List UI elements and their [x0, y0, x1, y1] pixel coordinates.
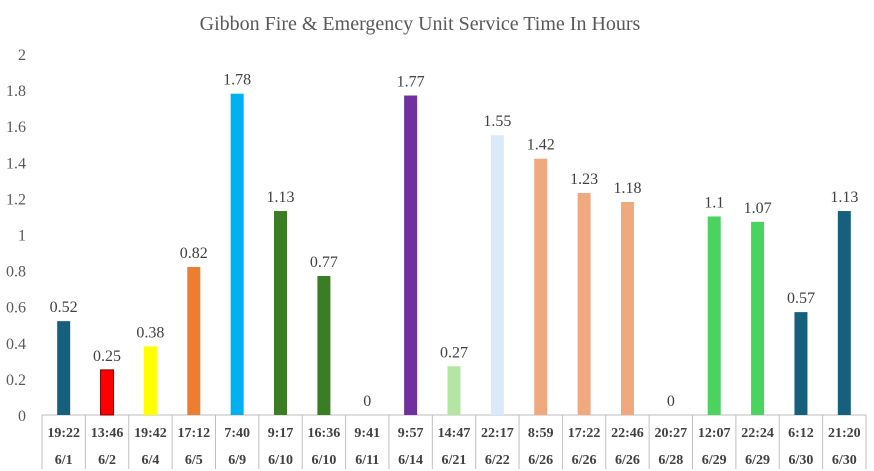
- y-tick-label: 1.8: [6, 83, 26, 100]
- x-tick-date: 6/9: [228, 453, 246, 468]
- x-tick-date: 6/30: [789, 453, 814, 468]
- data-label: 1.18: [613, 180, 641, 197]
- x-tick-date: 6/1: [55, 453, 73, 468]
- bar: [187, 266, 201, 415]
- x-tick-time: 22:24: [741, 426, 774, 441]
- y-axis: 0 0.2 0.4 0.6 0.8 1 1.2 1.4 1.6 1.8 2: [6, 47, 26, 425]
- x-tick-date: 6/30: [832, 453, 857, 468]
- bars: [57, 93, 851, 416]
- data-label: 1.23: [570, 171, 598, 188]
- x-tick-time: 22:17: [481, 426, 514, 441]
- y-tick-label: 0.8: [6, 264, 26, 281]
- x-tick-time: 7:40: [224, 426, 250, 441]
- x-tick-time: 20:27: [655, 426, 688, 441]
- x-tick-time: 17:22: [568, 426, 601, 441]
- x-tick-time: 12:07: [698, 426, 731, 441]
- x-tick-time: 21:20: [828, 426, 861, 441]
- bar: [794, 312, 808, 415]
- bar: [751, 221, 765, 415]
- x-tick-date: 6/4: [141, 453, 159, 468]
- x-tick-date: 6/26: [615, 453, 640, 468]
- x-tick-date: 6/29: [702, 453, 727, 468]
- bar: [490, 135, 504, 415]
- data-label: 0.25: [93, 348, 121, 365]
- y-tick-label: 1.4: [6, 155, 26, 172]
- bar: [404, 95, 418, 415]
- x-tick-time: 19:42: [134, 426, 167, 441]
- data-label: 0: [667, 393, 675, 410]
- data-label: 1.13: [830, 189, 858, 206]
- x-tick-time: 19:22: [47, 426, 80, 441]
- x-tick-date: 6/11: [355, 453, 379, 468]
- bar: [577, 192, 591, 415]
- y-tick-label: 2: [18, 47, 26, 64]
- x-tick-time: 14:47: [438, 426, 471, 441]
- x-tick-time: 16:36: [308, 426, 341, 441]
- bar: [447, 366, 461, 415]
- bar: [57, 321, 71, 415]
- x-tick-date: 6/26: [528, 453, 553, 468]
- x-tick-time: 8:59: [528, 426, 554, 441]
- data-label: 0.27: [440, 344, 468, 361]
- x-tick-date: 6/5: [185, 453, 203, 468]
- data-label: 0.57: [787, 290, 815, 307]
- bar: [534, 158, 548, 415]
- y-tick-label: 0.4: [6, 336, 26, 353]
- x-tick-time: 9:17: [268, 426, 294, 441]
- x-tick-date: 6/10: [311, 453, 336, 468]
- bar: [100, 369, 115, 416]
- data-label: 1.1: [704, 194, 724, 211]
- data-label: 1.55: [483, 113, 511, 130]
- x-tick-time: 17:12: [177, 426, 210, 441]
- bar: [837, 211, 851, 415]
- bar: [274, 211, 288, 415]
- bar: [707, 216, 721, 415]
- x-tick-date: 6/14: [398, 453, 423, 468]
- data-label: 1.77: [397, 74, 425, 91]
- x-tick-date: 6/2: [98, 453, 116, 468]
- y-tick-label: 0.6: [6, 300, 26, 317]
- x-axis: 19:22 6/1 13:46 6/2 19:42 6/4 17:12 6/5 7:40 6/9 9…: [41, 414, 867, 469]
- bar: [317, 276, 331, 415]
- y-tick-label: 1.6: [6, 119, 26, 136]
- x-tick-time: 22:46: [611, 426, 644, 441]
- data-label: 1.42: [527, 137, 555, 154]
- x-tick-date: 6/21: [442, 453, 467, 468]
- chart-title: Gibbon Fire & Emergency Unit Service Tim…: [200, 13, 641, 35]
- x-tick-time: 6:12: [788, 426, 814, 441]
- data-label: 0: [363, 393, 371, 410]
- x-tick-date: 6/29: [745, 453, 770, 468]
- y-tick-label: 1: [18, 228, 26, 245]
- x-tick-date: 6/10: [268, 453, 293, 468]
- data-label: 0.82: [180, 245, 208, 262]
- bar: [143, 346, 157, 415]
- data-label: 1.13: [267, 189, 295, 206]
- y-tick-label: 1.2: [6, 191, 26, 208]
- y-tick-label: 0: [18, 408, 26, 425]
- bar: [230, 93, 244, 416]
- bar: [620, 202, 634, 415]
- data-label: 0.52: [50, 299, 78, 316]
- data-label: 0.77: [310, 254, 338, 271]
- data-labels: 0.52 0.25 0.38 0.82 1.78 1.13 0.77 0 1.77 0.27 1.5…: [50, 72, 859, 410]
- x-tick-time: 9:41: [354, 426, 380, 441]
- x-tick-time: 9:57: [398, 426, 424, 441]
- data-label: 1.07: [744, 200, 772, 217]
- data-label: 0.38: [136, 324, 164, 341]
- data-label: 1.78: [223, 72, 251, 89]
- x-tick-date: 6/28: [658, 453, 683, 468]
- x-tick-date: 6/22: [485, 453, 510, 468]
- x-tick-date: 6/26: [572, 453, 597, 468]
- y-tick-label: 0.2: [6, 372, 26, 389]
- x-tick-time: 13:46: [91, 426, 124, 441]
